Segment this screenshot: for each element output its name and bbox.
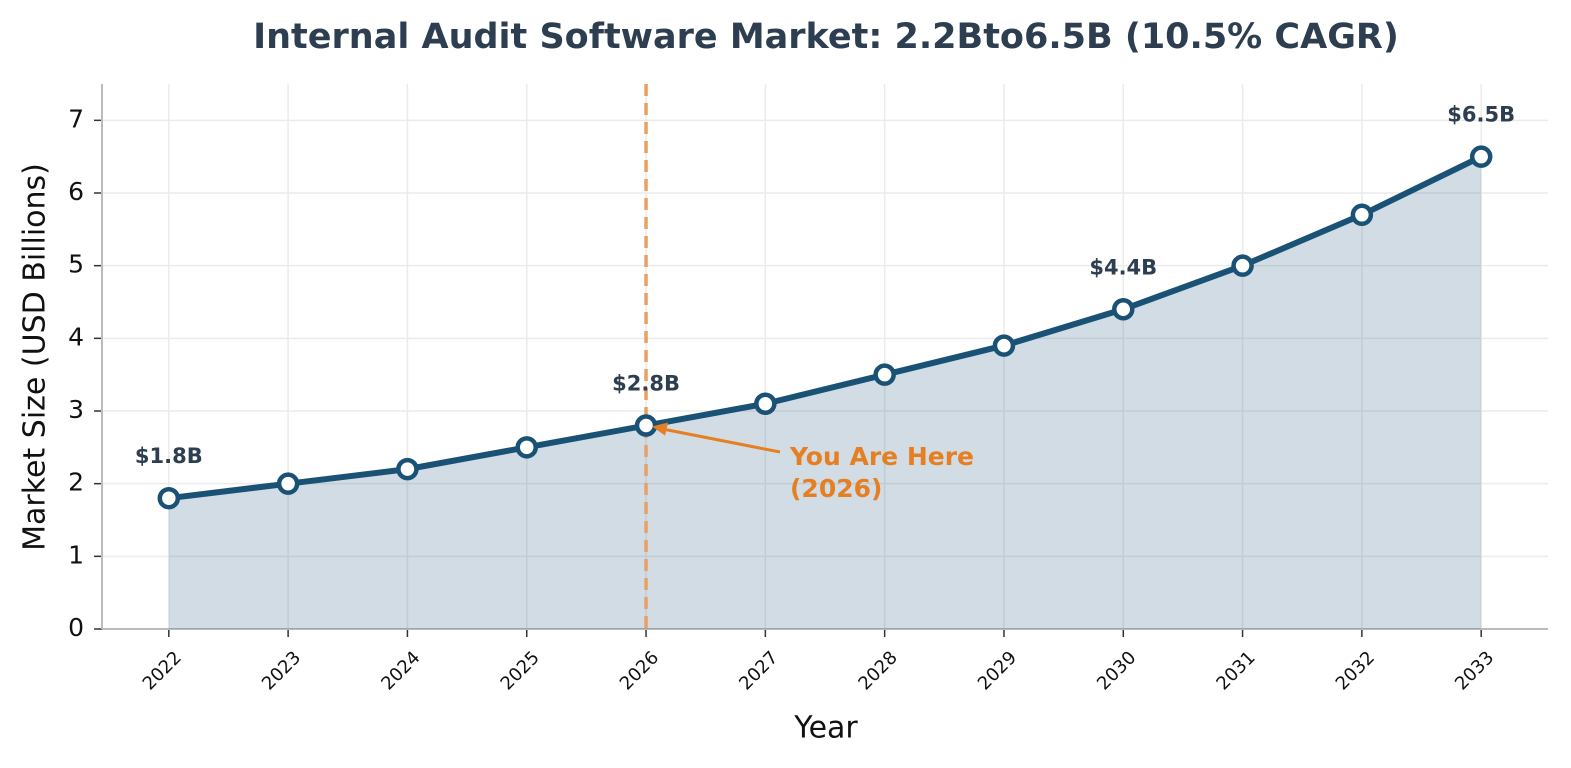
x-tick-label: 2033 [1451,647,1498,694]
y-tick-label: 4 [68,322,84,351]
point [157,486,181,510]
area [168,156,1482,629]
x-tick-label: 2032 [1332,647,1379,694]
y-tick-label: 7 [68,104,84,133]
annotation-text: (2026) [790,474,882,503]
point [396,457,419,481]
point [992,334,1016,357]
y-tick-label: 3 [68,395,84,424]
x-tick-label: 2025 [497,647,544,694]
point [1350,203,1374,227]
x-tick-label: 2031 [1212,647,1259,694]
chart-title: Internal Audit Software Market: 2.2Bto6.… [253,17,1399,57]
x-tick-label: 2028 [854,647,901,694]
data-label: $1.8B [135,444,203,468]
x-axis-label: Year [793,711,858,746]
point [1231,254,1254,277]
point [1112,298,1135,321]
x-tick-label: 2024 [377,647,424,694]
annotation-arrowhead [652,422,669,436]
x-tick-label: 2027 [735,647,782,694]
point [1469,145,1493,168]
point [276,472,300,495]
y-tick-label: 0 [68,613,84,642]
x-tick-label: 2030 [1093,647,1140,694]
point [634,414,658,437]
x-tick-label: 2029 [974,647,1021,694]
data-label: $4.4B [1089,255,1157,279]
y-tick-label: 5 [68,250,84,279]
annotation-text: You Are Here [789,442,974,471]
y-axis-label: Market Size (USD Billions) [18,163,53,551]
annotation-arrow [659,427,781,454]
line [168,153,1483,502]
point [754,392,777,415]
data-label: $6.5B [1447,103,1515,127]
data-label: $2.8B [612,372,680,396]
point [873,363,896,386]
point [515,436,538,459]
y-tick-label: 6 [68,177,84,206]
x-tick-label: 2023 [258,647,305,694]
y-tick-label: 1 [68,540,84,569]
x-tick-label: 2022 [139,647,186,694]
y-tick-label: 2 [68,468,84,497]
x-tick-label: 2026 [616,647,663,694]
